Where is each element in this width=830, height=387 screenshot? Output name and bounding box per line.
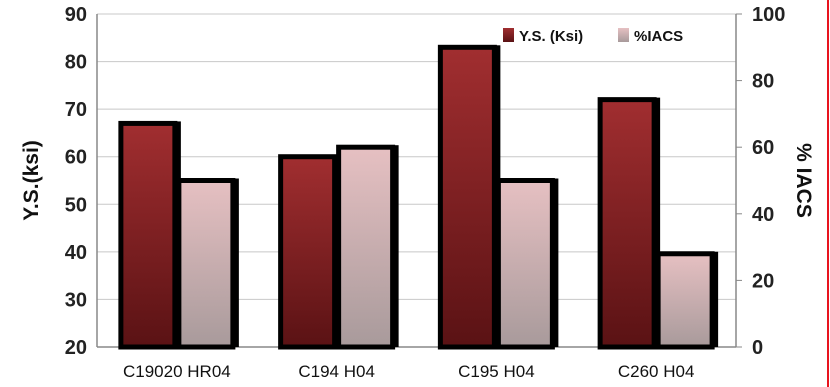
y-left-tick-label: 80 (65, 52, 87, 74)
iacs-bar (176, 178, 236, 350)
x-category-label: C19020 HR04 (123, 362, 231, 381)
iacs-bar (495, 178, 555, 350)
y-left-tick-label: 70 (65, 99, 87, 121)
ys-bar (278, 154, 338, 350)
y-right-tick-label: 20 (752, 270, 774, 292)
ys-bar (597, 97, 657, 350)
legend-swatch-ys (503, 28, 514, 42)
y-right-tick-label: 60 (752, 137, 774, 159)
ys-bar (437, 44, 497, 350)
x-category-label: C260 H04 (618, 362, 695, 381)
y-left-tick-label: 20 (65, 337, 87, 359)
legend-label-iacs: %IACS (634, 28, 683, 45)
legend: Y.S. (Ksi) %IACS (503, 28, 683, 45)
y-left-tick-label: 50 (65, 194, 87, 216)
y-left-tick-label: 90 (65, 4, 87, 26)
ys-bar (118, 120, 178, 350)
legend-swatch-iacs (618, 28, 629, 42)
y-left-tick-label: 40 (65, 242, 87, 264)
y-right-axis-title: % IACS (792, 143, 815, 218)
x-category-label: C195 H04 (458, 362, 535, 381)
legend-label-ys: Y.S. (Ksi) (519, 28, 583, 45)
y-right-tick-label: 0 (752, 337, 763, 359)
y-right-tick-label: 40 (752, 204, 774, 226)
iacs-bar (655, 251, 715, 350)
iacs-bar (336, 144, 396, 350)
y-right-tick-label: 100 (752, 4, 785, 26)
y-left-axis-title: Y.S.(ksi) (20, 140, 43, 221)
y-right-tick-label: 80 (752, 71, 774, 93)
y-left-tick-label: 60 (65, 147, 87, 169)
y-left-tick-label: 30 (65, 289, 87, 311)
x-category-label: C194 H04 (298, 362, 375, 381)
